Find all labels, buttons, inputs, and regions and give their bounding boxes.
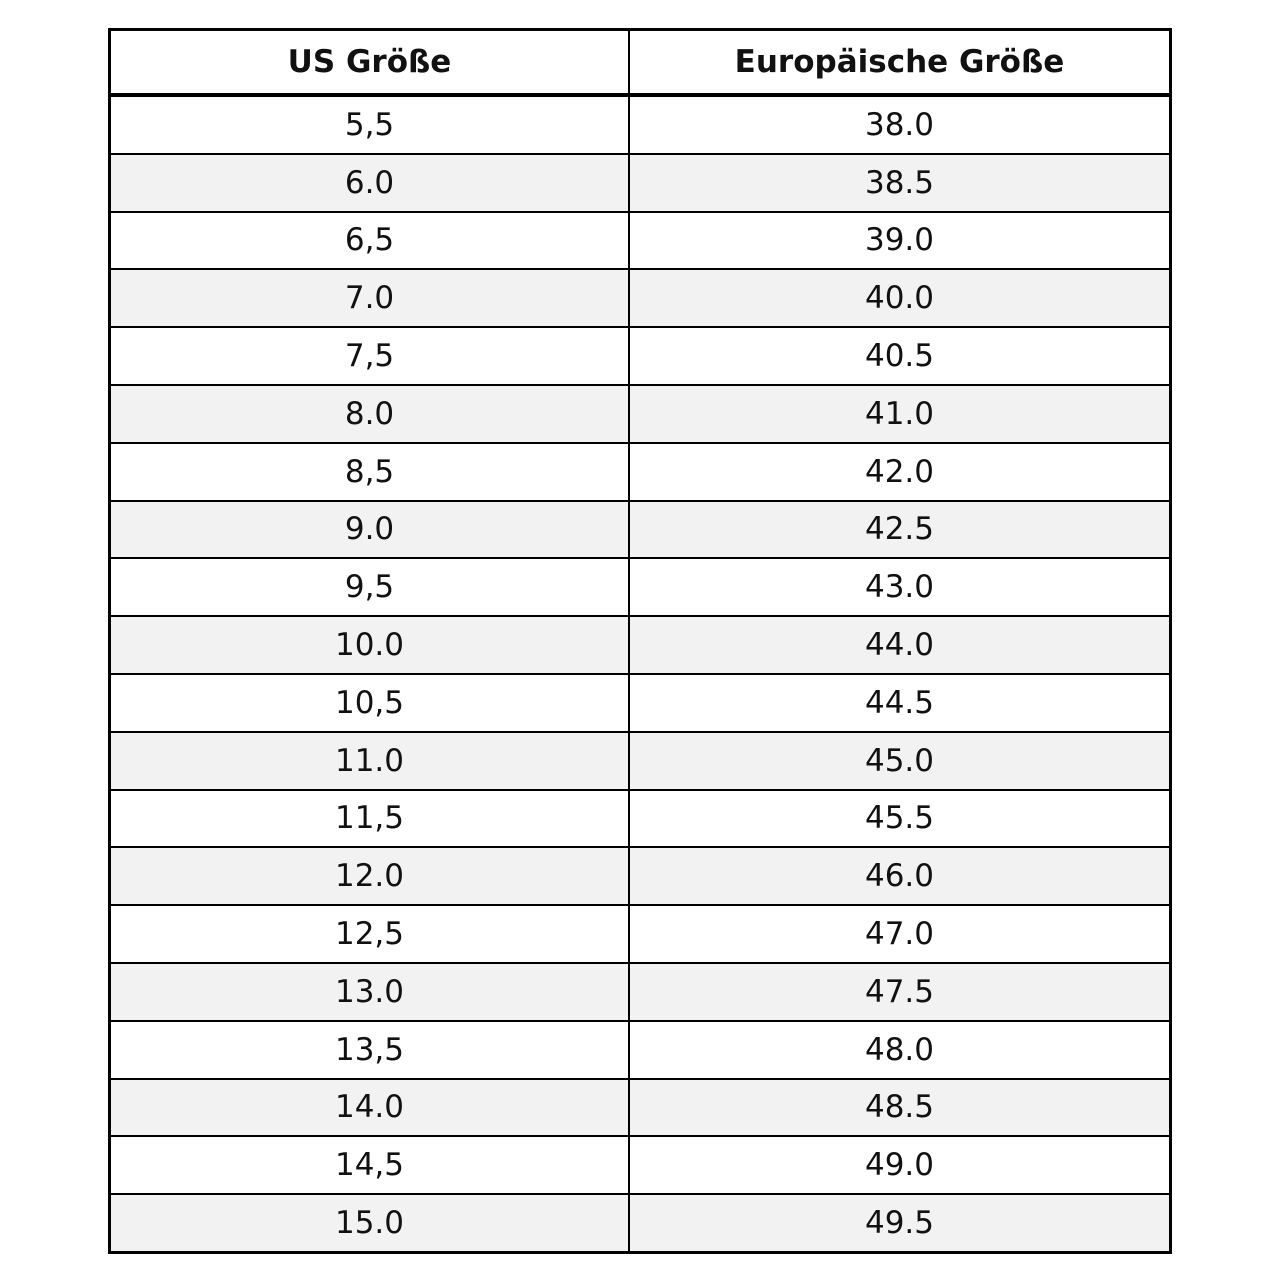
table-row: 13.0 47.5 <box>108 961 1172 1022</box>
table-cell: 49.5 <box>628 1193 1172 1254</box>
table-cell: 45.5 <box>628 788 1172 849</box>
table-cell: 5,5 <box>108 94 630 155</box>
table-row: 12.0 46.0 <box>108 846 1172 907</box>
table-cell: 38.0 <box>628 94 1172 155</box>
table-cell: 40.0 <box>628 268 1172 329</box>
table-cell: 8.0 <box>108 383 630 444</box>
header-cell: Europäische Größe <box>628 28 1172 97</box>
table-cell: 38.5 <box>628 152 1172 213</box>
table-cell: 11.0 <box>108 730 630 791</box>
table-cell: 43.0 <box>628 557 1172 618</box>
table-row: 8,5 42.0 <box>108 441 1172 502</box>
table-cell: 45.0 <box>628 730 1172 791</box>
table-cell: 47.0 <box>628 904 1172 964</box>
header-cell: US Größe <box>108 28 630 97</box>
table-cell: 47.5 <box>628 961 1172 1022</box>
table-row: 9,5 43.0 <box>108 557 1172 618</box>
table-body: 5,5 38.0 6.0 38.5 6,5 39.0 7.0 40.0 7,5 40.5 8.0 41… <box>108 94 1172 1254</box>
header-row: US Größe Europäische Größe <box>108 28 1172 97</box>
table-row: 10.0 44.0 <box>108 615 1172 675</box>
table-row: 5,5 38.0 <box>108 94 1172 155</box>
table-row: 7,5 40.5 <box>108 326 1172 386</box>
table-cell: 7,5 <box>108 326 630 386</box>
table-cell: 40.5 <box>628 326 1172 386</box>
table-cell: 12,5 <box>108 904 630 964</box>
table-cell: 9,5 <box>108 557 630 618</box>
table-cell: 10.0 <box>108 615 630 675</box>
table-row: 9.0 42.5 <box>108 499 1172 560</box>
table-cell: 13.0 <box>108 961 630 1022</box>
table-cell: 48.0 <box>628 1019 1172 1080</box>
table-row: 8.0 41.0 <box>108 383 1172 444</box>
table-cell: 44.5 <box>628 672 1172 733</box>
table-cell: 42.0 <box>628 441 1172 502</box>
table-cell: 11,5 <box>108 788 630 849</box>
table-cell: 14.0 <box>108 1077 630 1138</box>
table-row: 11,5 45.5 <box>108 788 1172 849</box>
table-cell: 6.0 <box>108 152 630 213</box>
table-row: 12,5 47.0 <box>108 904 1172 964</box>
table-cell: 46.0 <box>628 846 1172 907</box>
table-cell: 15.0 <box>108 1193 630 1254</box>
table-cell: 13,5 <box>108 1019 630 1080</box>
table-row: 11.0 45.0 <box>108 730 1172 791</box>
table-row: 14.0 48.5 <box>108 1077 1172 1138</box>
size-table: US Größe Europäische Größe 5,5 38.0 6.0 38.… <box>108 28 1172 1254</box>
table-cell: 44.0 <box>628 615 1172 675</box>
table-cell: 12.0 <box>108 846 630 907</box>
table-row: 13,5 48.0 <box>108 1019 1172 1080</box>
table-cell: 7.0 <box>108 268 630 329</box>
table-cell: 8,5 <box>108 441 630 502</box>
table-row: 15.0 49.5 <box>108 1193 1172 1254</box>
table-row: 7.0 40.0 <box>108 268 1172 329</box>
table-cell: 39.0 <box>628 210 1172 271</box>
table-row: 6.0 38.5 <box>108 152 1172 213</box>
table-cell: 10,5 <box>108 672 630 733</box>
table-cell: 49.0 <box>628 1135 1172 1196</box>
table-cell: 48.5 <box>628 1077 1172 1138</box>
table-cell: 6,5 <box>108 210 630 271</box>
table-row: 14,5 49.0 <box>108 1135 1172 1196</box>
table-cell: 41.0 <box>628 383 1172 444</box>
table-cell: 42.5 <box>628 499 1172 560</box>
table-cell: 9.0 <box>108 499 630 560</box>
table-row: 10,5 44.5 <box>108 672 1172 733</box>
table-cell: 14,5 <box>108 1135 630 1196</box>
table-row: 6,5 39.0 <box>108 210 1172 271</box>
